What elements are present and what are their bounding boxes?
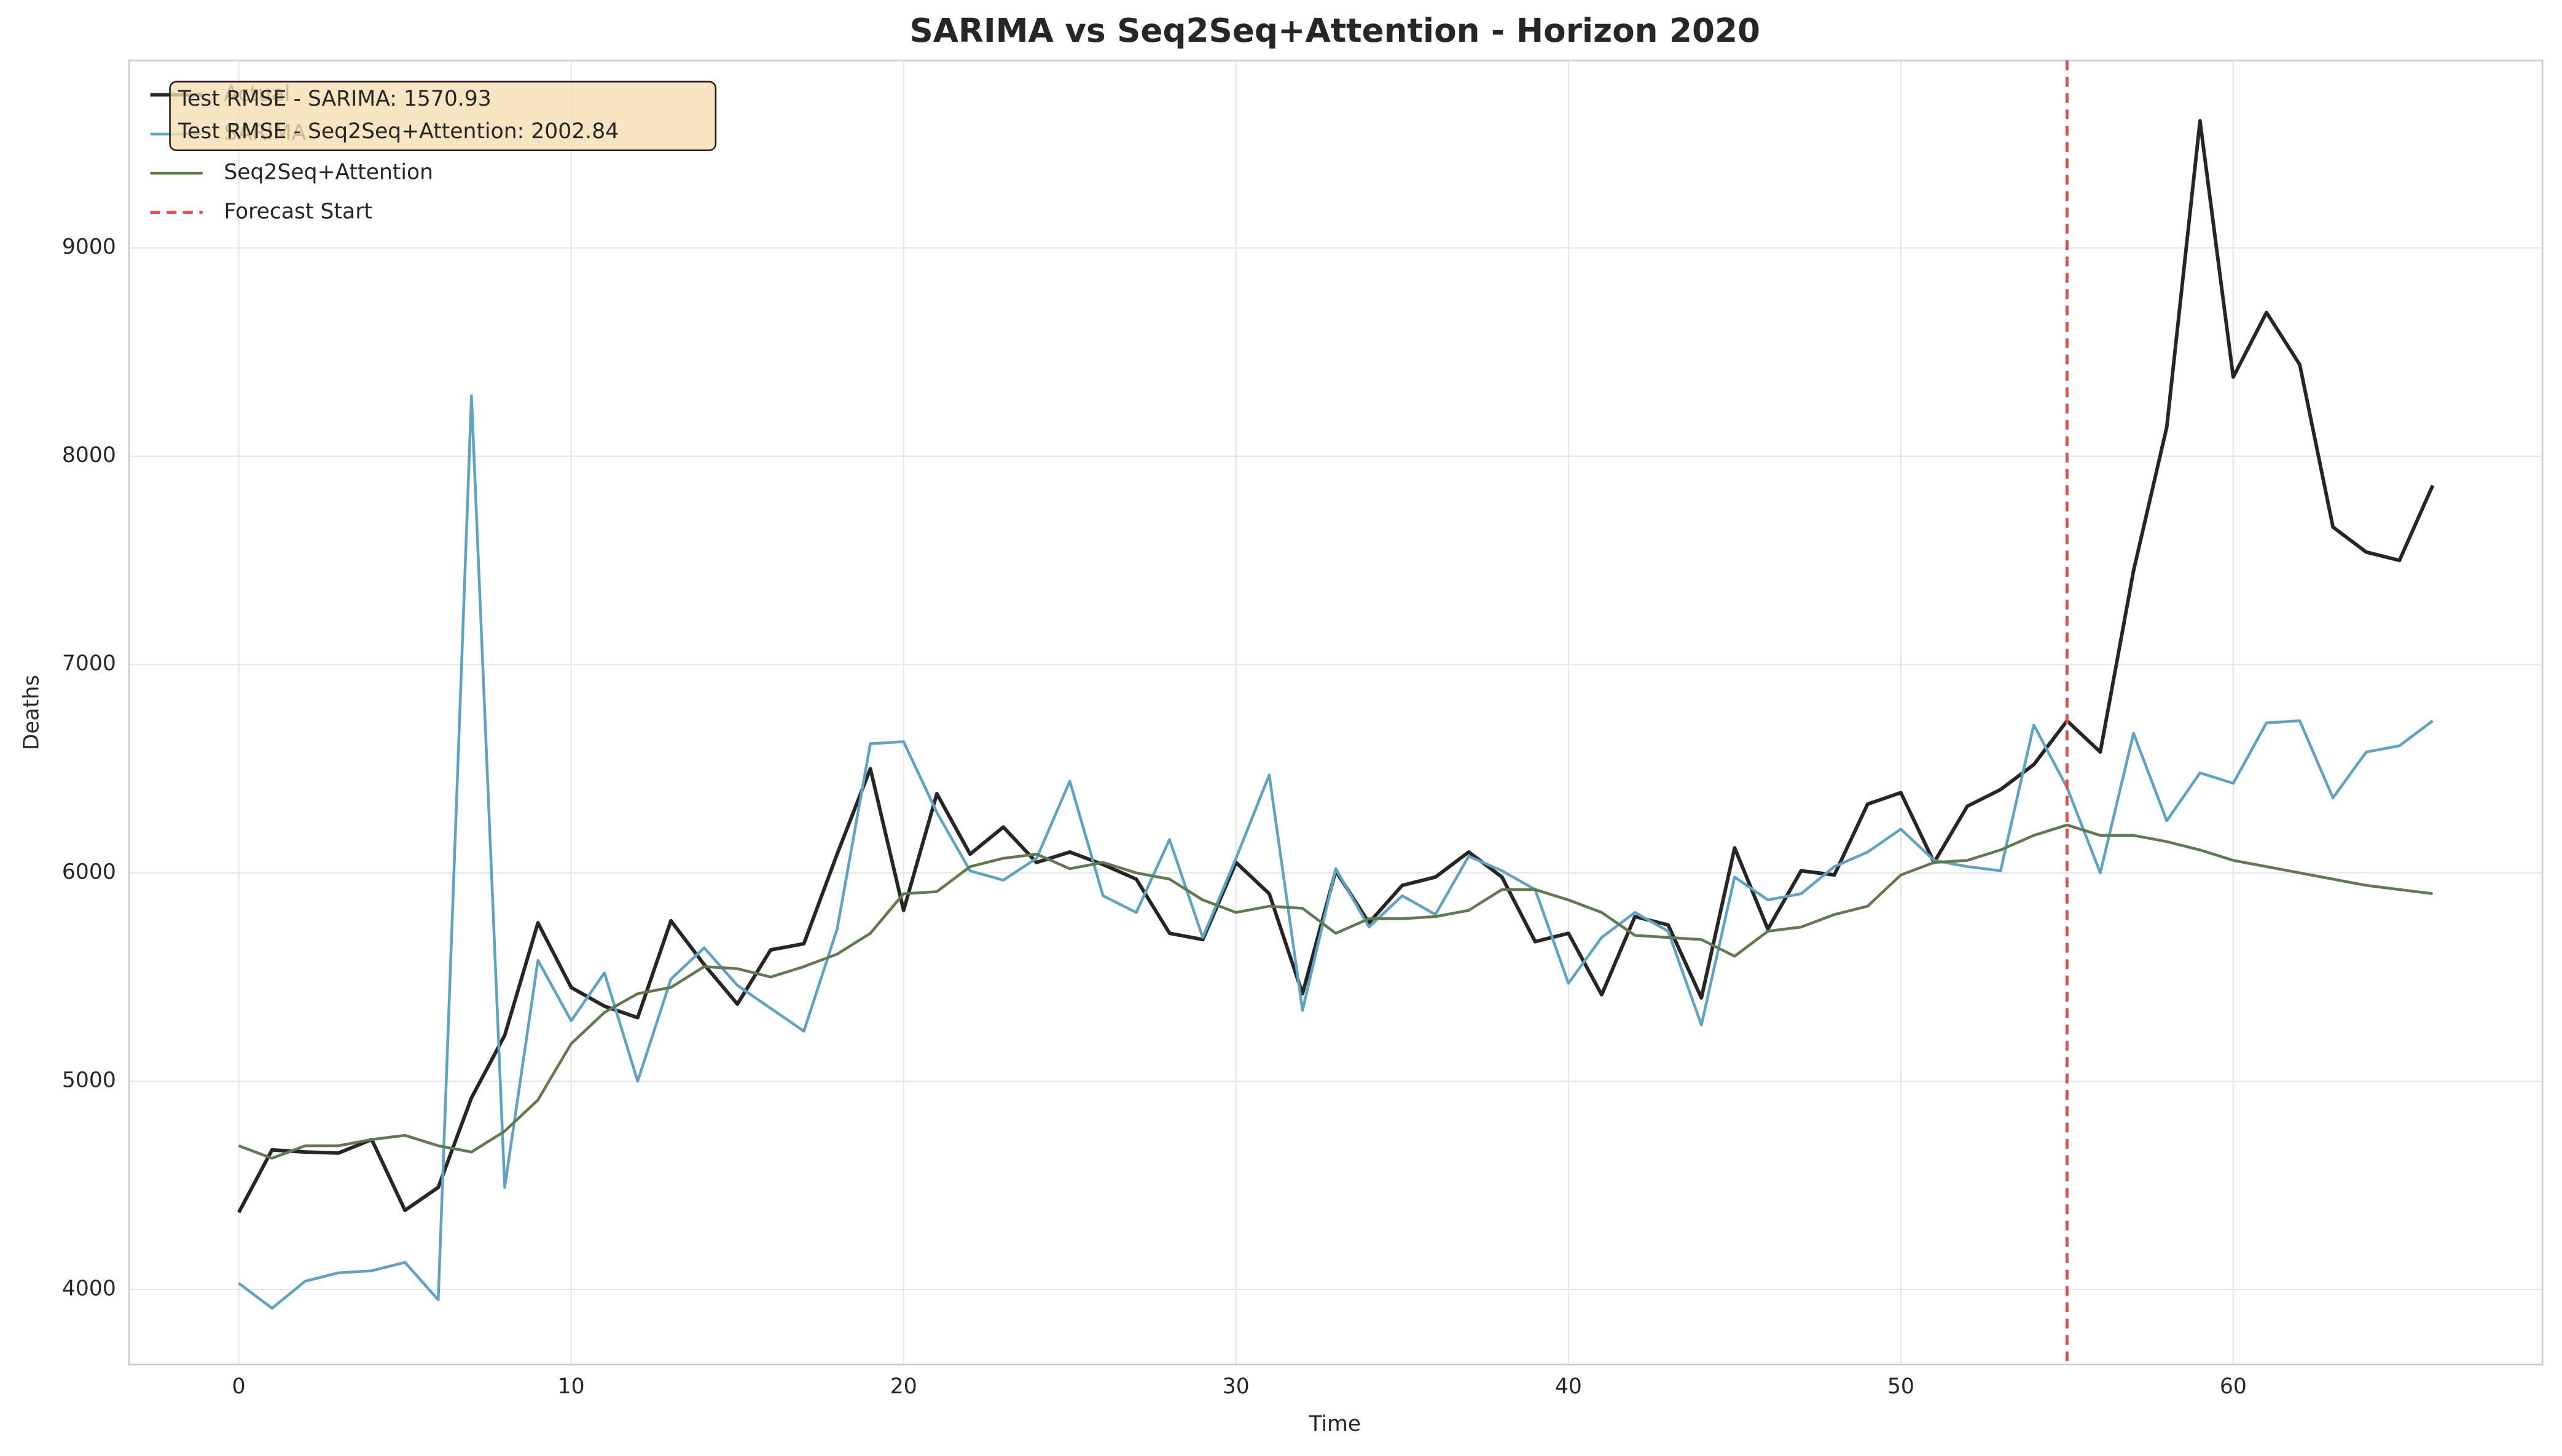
plot-frame bbox=[128, 60, 2544, 1366]
line-series bbox=[238, 823, 2433, 1160]
x-tick-label: 10 bbox=[558, 1374, 585, 1399]
x-tick-label: 30 bbox=[1223, 1374, 1250, 1399]
x-axis-label: Time bbox=[1308, 1412, 1361, 1436]
y-tick-label: 9000 bbox=[62, 235, 116, 259]
y-tick-label: 7000 bbox=[62, 651, 116, 676]
y-tick-label: 6000 bbox=[62, 859, 116, 884]
x-tick-label: 50 bbox=[1887, 1374, 1914, 1399]
y-tick-label: 8000 bbox=[62, 443, 116, 468]
annotation-text: Test RMSE - SARIMA: 1570.93 bbox=[178, 87, 492, 111]
x-tick-label: 0 bbox=[232, 1374, 246, 1399]
y-tick-label: 5000 bbox=[62, 1068, 116, 1092]
chart-title: SARIMA vs Seq2Seq+Attention - Horizon 20… bbox=[909, 12, 1760, 50]
x-tick-label: 60 bbox=[2220, 1374, 2247, 1399]
annotation-box bbox=[169, 80, 717, 152]
x-tick-label: 20 bbox=[890, 1374, 917, 1399]
y-axis-label: Deaths bbox=[20, 675, 44, 750]
y-tick-label: 4000 bbox=[62, 1276, 116, 1301]
legend-label: Forecast Start bbox=[224, 199, 372, 224]
legend-label: Seq2Seq+Attention bbox=[224, 160, 433, 184]
annotation-text: Test RMSE - Seq2Seq+Attention: 2002.84 bbox=[178, 119, 619, 144]
line-series bbox=[238, 394, 2434, 1310]
x-tick-label: 40 bbox=[1555, 1374, 1582, 1399]
